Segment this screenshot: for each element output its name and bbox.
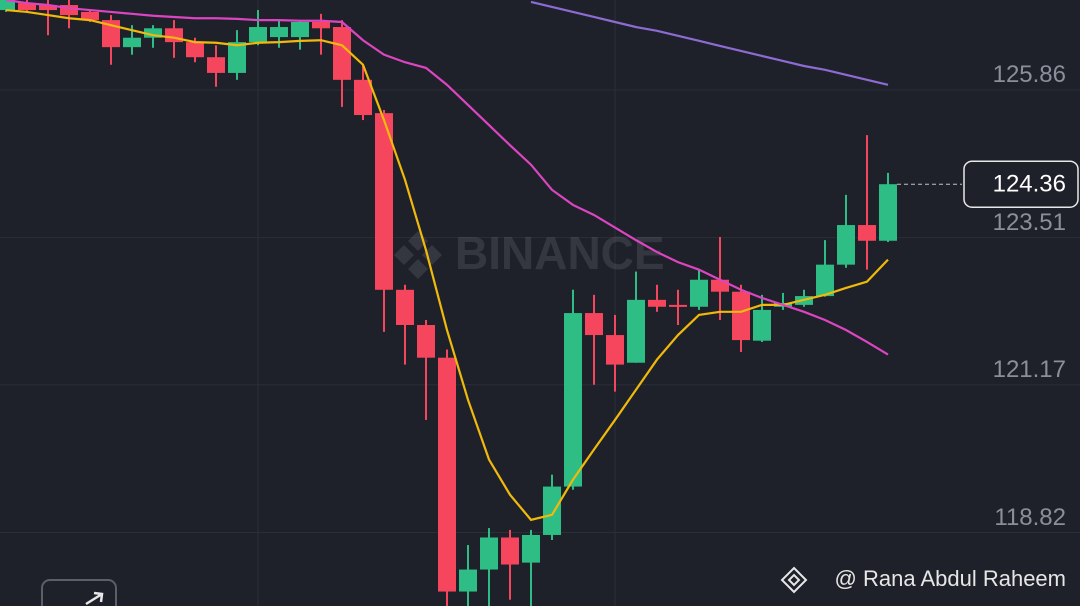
candle-body bbox=[858, 225, 876, 241]
candle-body bbox=[228, 42, 246, 73]
candle-body bbox=[837, 225, 855, 265]
candle-body bbox=[396, 289, 414, 326]
candle-body bbox=[249, 27, 267, 43]
moving-average-line bbox=[530, 0, 889, 86]
candle-body bbox=[627, 299, 645, 363]
candle-body bbox=[144, 28, 162, 38]
candle-body bbox=[816, 264, 834, 297]
tool-button[interactable] bbox=[41, 579, 117, 606]
candle-body bbox=[333, 27, 351, 80]
candle-body bbox=[354, 79, 372, 116]
candle-body bbox=[648, 299, 666, 307]
y-tick-label: 118.82 bbox=[994, 504, 1066, 531]
candle-body bbox=[123, 37, 141, 48]
candle-body bbox=[732, 291, 750, 341]
y-tick-label: 125.86 bbox=[993, 61, 1066, 88]
candle-body bbox=[60, 5, 78, 16]
candle-body bbox=[18, 3, 36, 11]
candle-body bbox=[753, 309, 771, 341]
candle-body bbox=[543, 486, 561, 535]
candle-body bbox=[207, 57, 225, 73]
candle-body bbox=[522, 534, 540, 563]
candle-body bbox=[459, 569, 477, 592]
watermark-text: BINANCE bbox=[455, 227, 665, 279]
candle-body bbox=[186, 42, 204, 58]
candle-body bbox=[480, 537, 498, 570]
candle-body bbox=[585, 313, 603, 336]
candle-body bbox=[81, 11, 99, 21]
candle-body bbox=[270, 27, 288, 38]
last-price-label: 124.36 bbox=[993, 171, 1066, 198]
credit-text: @ Rana Abdul Raheem bbox=[835, 566, 1066, 591]
candle-body bbox=[669, 304, 687, 307]
candle-body bbox=[711, 279, 729, 292]
moving-average-line bbox=[5, 0, 889, 356]
moving-average-line bbox=[5, 8, 889, 522]
candle-body bbox=[291, 22, 309, 38]
last-price-box bbox=[963, 160, 1079, 208]
watermark-logo bbox=[394, 231, 442, 279]
watermark: BINANCE bbox=[394, 227, 665, 279]
candle-body bbox=[39, 5, 57, 11]
candle-body bbox=[417, 325, 435, 358]
candle-body bbox=[606, 335, 624, 365]
candle-body bbox=[501, 537, 519, 565]
y-tick-label: 121.17 bbox=[993, 356, 1066, 383]
candle-body bbox=[564, 313, 582, 487]
candle-body bbox=[0, 0, 15, 11]
y-tick-label: 123.51 bbox=[993, 209, 1066, 236]
candle-body bbox=[438, 357, 456, 592]
expand-icon bbox=[85, 591, 104, 606]
candle-body bbox=[312, 22, 330, 29]
candle-body bbox=[375, 113, 393, 290]
candle-body bbox=[879, 184, 897, 241]
credit-logo bbox=[780, 566, 808, 594]
candle-body bbox=[690, 279, 708, 307]
